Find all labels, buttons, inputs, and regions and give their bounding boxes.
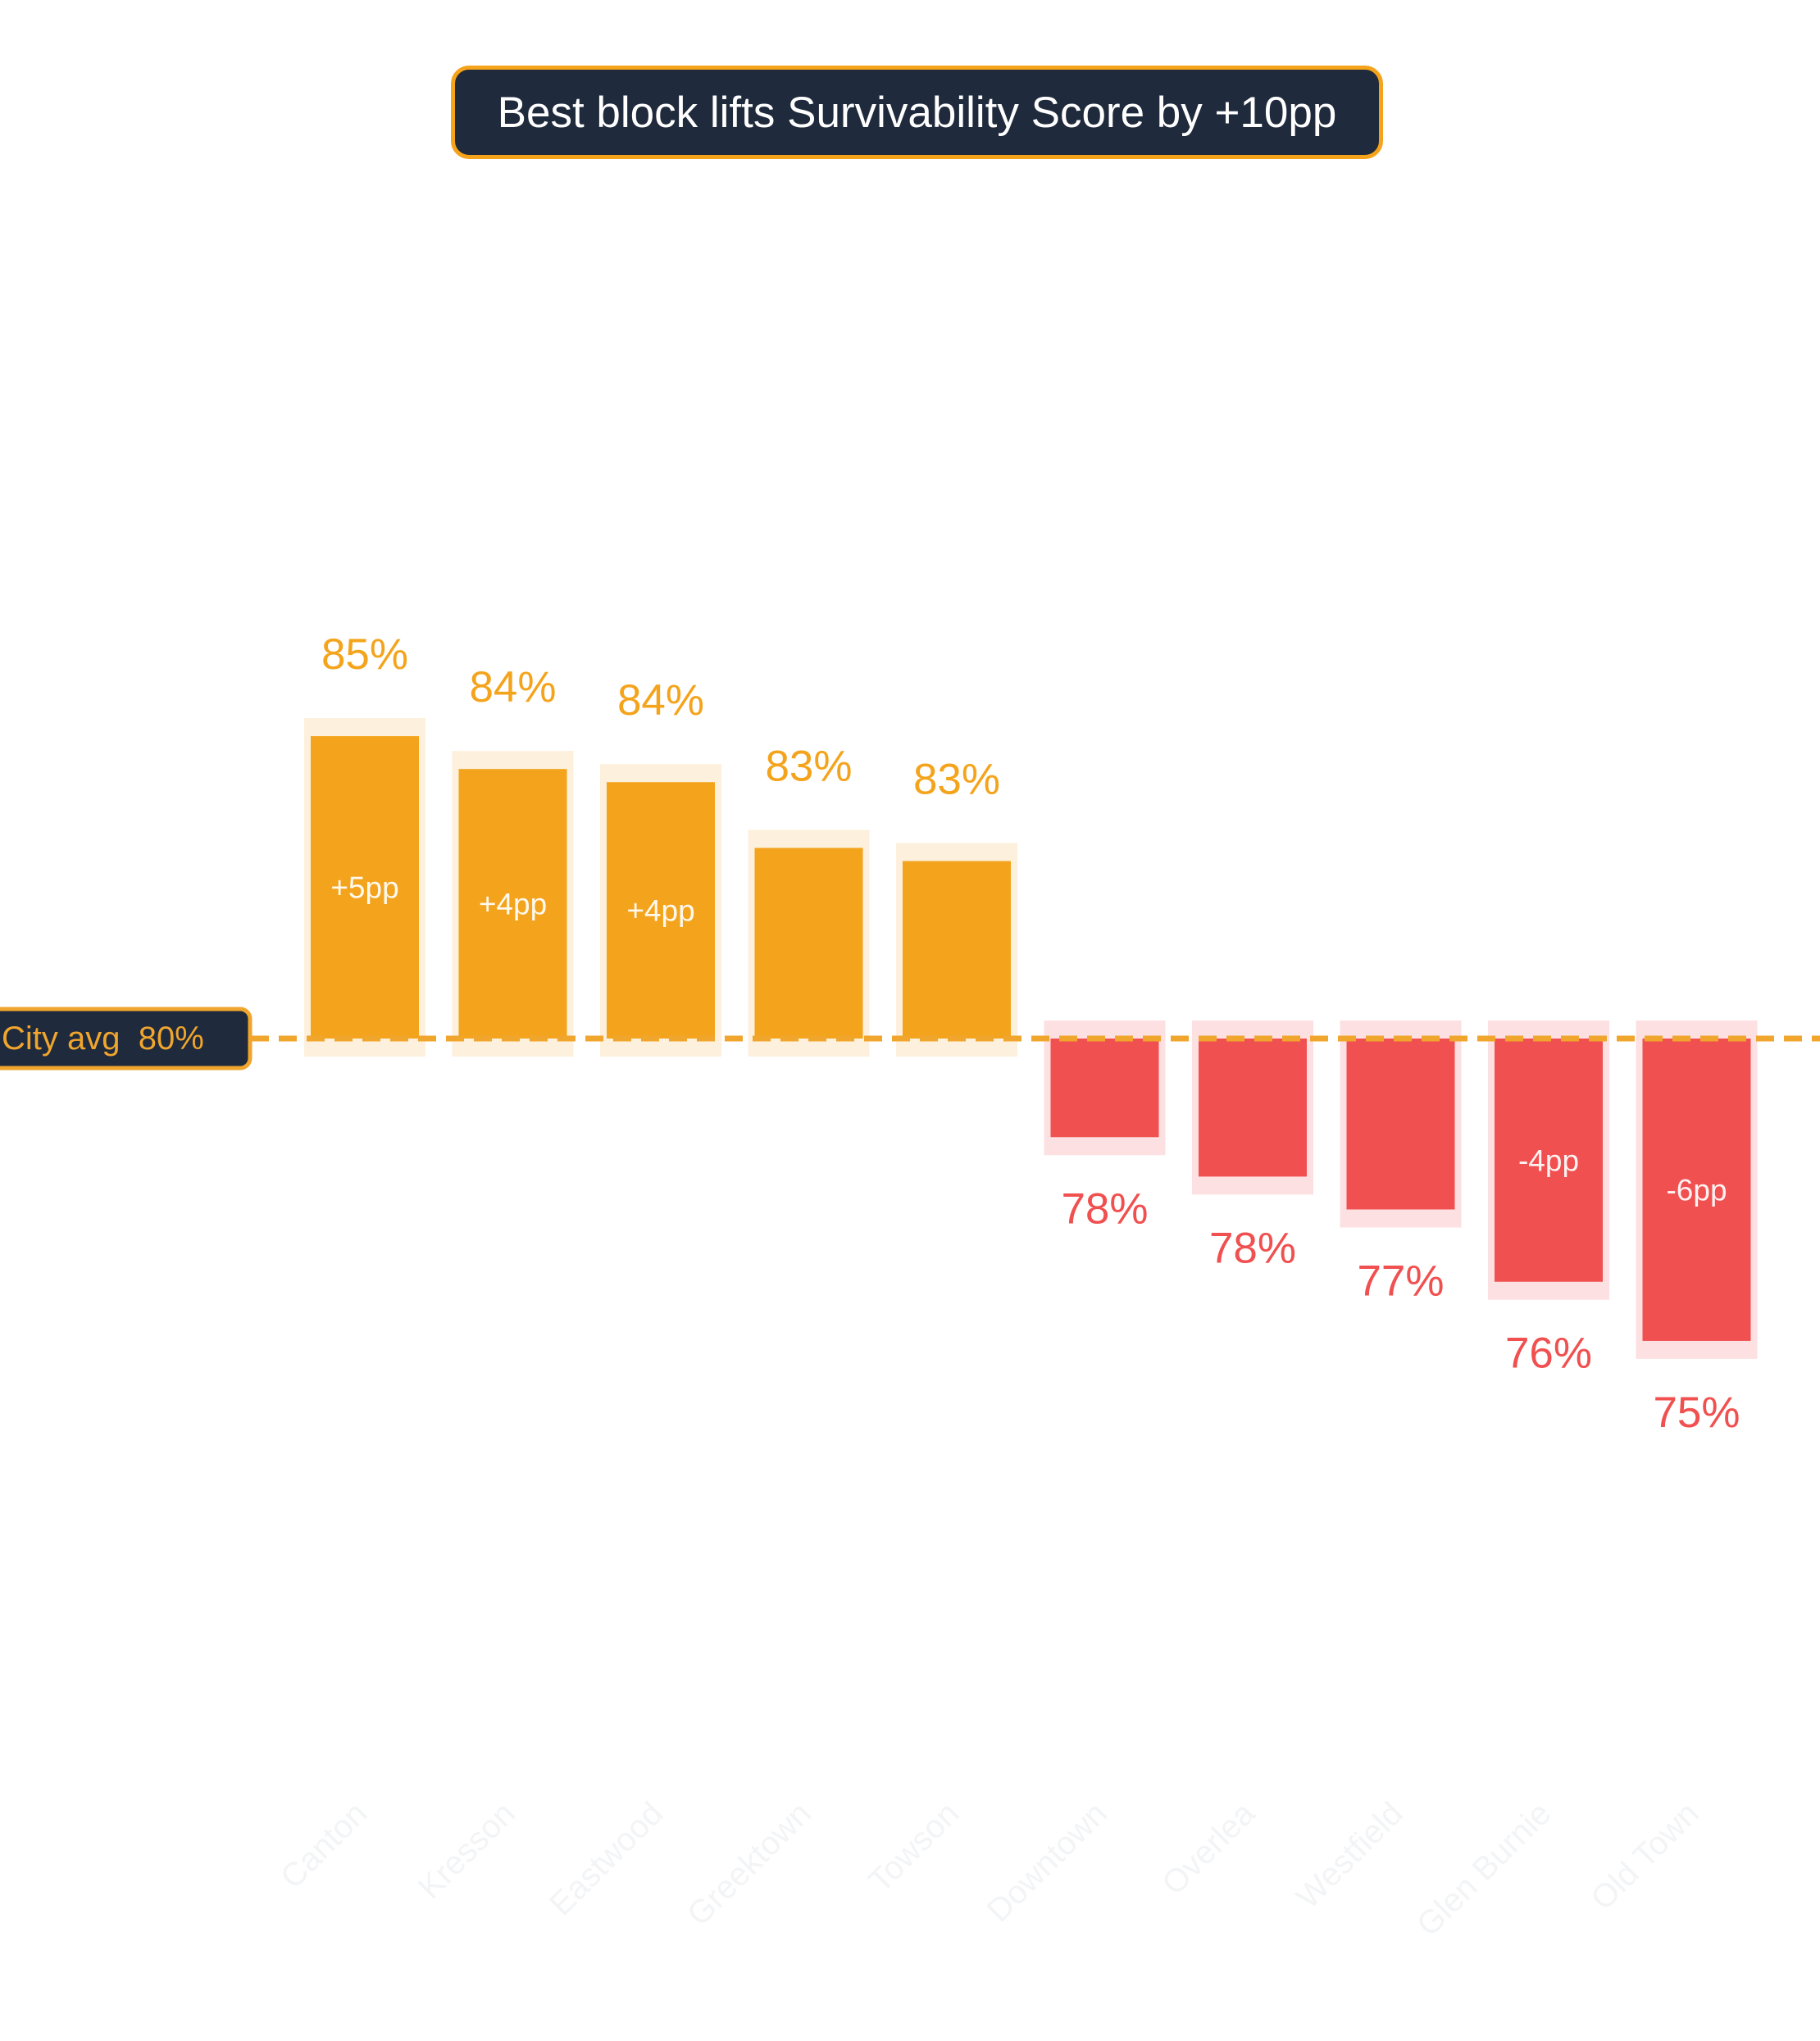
bar-canton	[311, 736, 419, 1039]
chart-title: Best block lifts Survivability Score by …	[497, 88, 1337, 137]
value-label-eastwood: 84%	[617, 676, 704, 725]
bar-overlea	[1199, 1039, 1307, 1177]
delta-labels: +5pp +4pp +4pp -4pp -6pp	[330, 871, 1727, 1207]
bar-kresson	[458, 769, 567, 1039]
x-tick-label-canton: Canton	[274, 1795, 374, 1895]
x-tick-label-greektown: Greektown	[680, 1795, 818, 1933]
x-tick-label-kresson: Kresson	[412, 1795, 522, 1906]
bars	[311, 736, 1751, 1341]
bar-eastwood	[607, 782, 715, 1039]
x-tick-label-overlea: Overlea	[1155, 1795, 1263, 1902]
delta-label-kresson: +4pp	[479, 888, 547, 921]
value-label-westfield: 77%	[1357, 1257, 1444, 1306]
value-label-glen-burnie: 76%	[1505, 1330, 1592, 1378]
x-tick-labels: Canton Kresson Eastwood Greektown Towson Down…	[274, 1795, 1706, 1943]
x-tick-label-glen-burnie: Glen Burnie	[1410, 1795, 1558, 1943]
x-tick-label-towson: Towson	[862, 1795, 966, 1899]
bar-westfield	[1346, 1039, 1455, 1210]
baseline-group: City avg 80%	[0, 1007, 1820, 1071]
x-tick-label-old-town: Old Town	[1584, 1795, 1706, 1917]
value-label-old-town: 75%	[1653, 1389, 1740, 1437]
value-label-kresson: 84%	[469, 663, 556, 711]
chart-title-box: Best block lifts Survivability Score by …	[451, 66, 1383, 159]
value-label-towson: 83%	[913, 755, 1000, 803]
x-tick-label-downtown: Downtown	[981, 1795, 1114, 1929]
delta-label-eastwood: +4pp	[626, 894, 694, 928]
bar-downtown	[1050, 1039, 1159, 1138]
delta-label-old-town: -6pp	[1666, 1173, 1727, 1207]
bar-towson	[903, 861, 1011, 1039]
city-average-label: City avg 80%	[2, 1020, 204, 1057]
value-label-canton: 85%	[321, 630, 408, 679]
bar-old-town	[1642, 1039, 1751, 1341]
bar-glen-burnie	[1495, 1039, 1603, 1282]
city-average-label-box	[0, 1007, 253, 1071]
x-tick-label-eastwood: Eastwood	[543, 1795, 670, 1922]
bar-greektown	[754, 848, 863, 1039]
value-labels: 85% 84% 84% 83% 83% 78% 78% 77% 76% 75%	[321, 630, 1740, 1437]
x-tick-label-westfield: Westfield	[1290, 1795, 1410, 1916]
delta-label-canton: +5pp	[330, 871, 398, 905]
value-label-downtown: 78%	[1061, 1184, 1148, 1233]
value-label-overlea: 78%	[1209, 1224, 1296, 1272]
value-label-greektown: 83%	[765, 742, 852, 790]
delta-label-glen-burnie: -4pp	[1518, 1143, 1579, 1177]
